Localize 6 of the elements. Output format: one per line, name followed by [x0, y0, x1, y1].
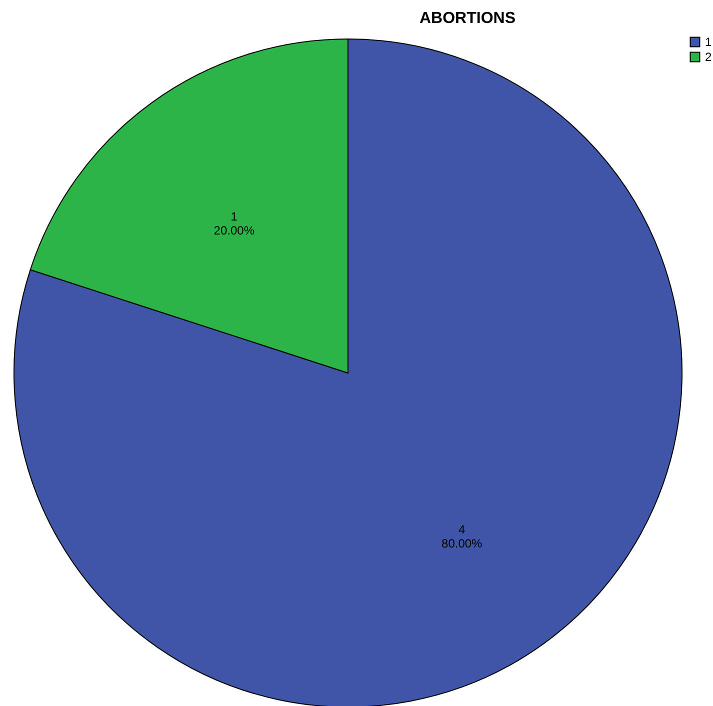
chart-title: ABORTIONS	[420, 10, 516, 27]
pie-slice	[14, 38, 682, 706]
legend-label: 1	[705, 35, 712, 49]
data-label: 4 80.00%	[442, 522, 483, 551]
data-label: 1 20.00%	[214, 209, 255, 238]
legend-label: 2	[705, 50, 712, 64]
